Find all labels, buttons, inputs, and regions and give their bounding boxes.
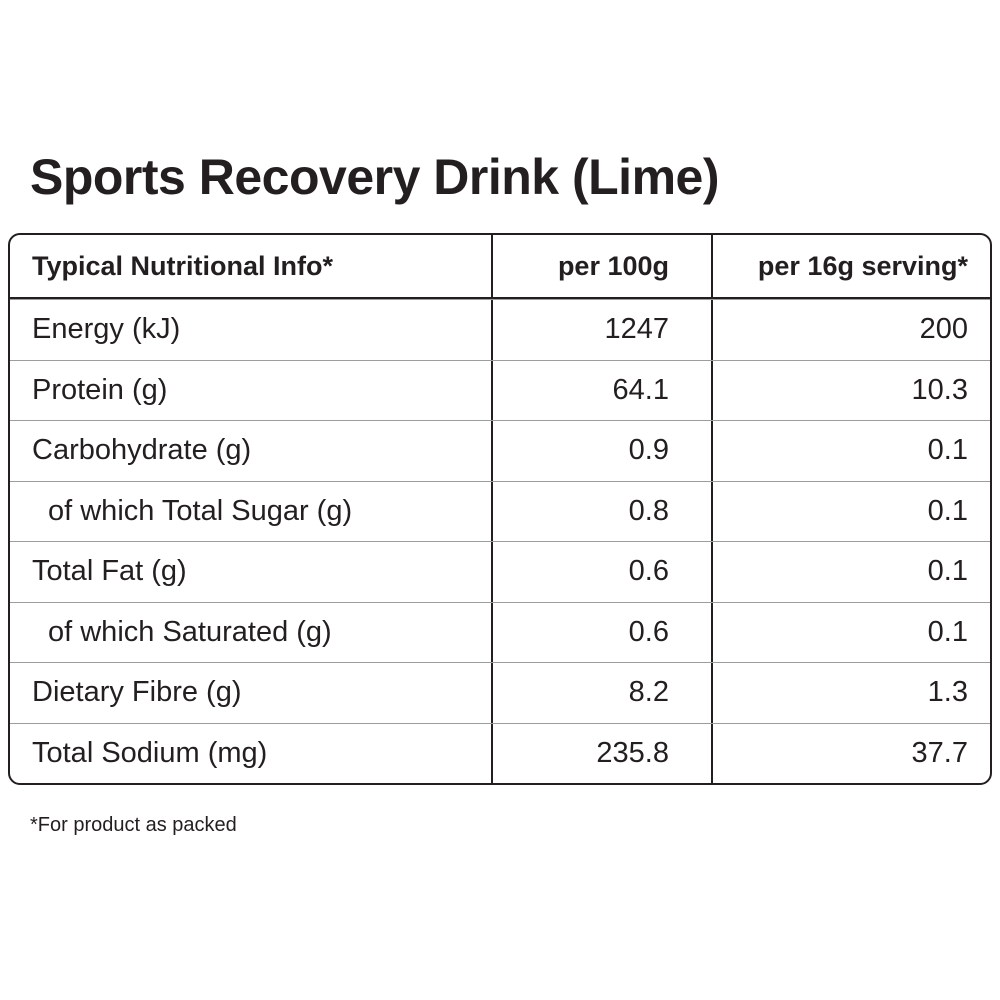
value-per-serving: 1.3 — [927, 676, 968, 709]
footnote: *For product as packed — [30, 814, 237, 836]
value-per-100g: 0.6 — [493, 602, 713, 662]
nutrient-label: Total Fat (g) — [10, 542, 493, 602]
value-per-100g: 0.8 — [493, 481, 713, 541]
nutrient-label: Total Sodium (mg) — [10, 723, 493, 783]
nutrient-label: Dietary Fibre (g) — [10, 663, 493, 723]
value-per-100g: 235.8 — [493, 723, 713, 783]
table-row: Total Fat (g) 0.6 0.1 — [10, 541, 990, 602]
value-per-100g: 1247 — [493, 300, 713, 360]
table-row: Energy (kJ) 1247 200 — [10, 299, 990, 360]
table-row: of which Total Sugar (g) 0.8 0.1 — [10, 480, 990, 541]
header-per-100g: per 100g — [493, 235, 713, 297]
value-per-serving: 0.1 — [927, 434, 968, 467]
value-per-100g: 8.2 — [493, 663, 713, 723]
nutrient-label: of which Saturated (g) — [10, 602, 493, 662]
table-header-row: Typical Nutritional Info* per 100g per 1… — [10, 235, 990, 299]
value-per-serving: 200 — [919, 313, 968, 346]
nutrient-label: of which Total Sugar (g) — [10, 481, 493, 541]
table-row: Carbohydrate (g) 0.9 0.1 — [10, 420, 990, 481]
page-title: Sports Recovery Drink (Lime) — [30, 149, 719, 205]
header-per-serving: per 16g serving* — [757, 250, 968, 281]
value-per-100g: 64.1 — [493, 360, 713, 420]
nutrient-label: Energy (kJ) — [10, 300, 493, 360]
value-per-100g: 0.6 — [493, 542, 713, 602]
header-nutrient: Typical Nutritional Info* — [10, 235, 493, 297]
table-row: Total Sodium (mg) 235.8 37.7 — [10, 722, 990, 783]
nutrient-label: Carbohydrate (g) — [10, 421, 493, 481]
value-per-serving: 0.1 — [927, 615, 968, 648]
value-per-100g: 0.9 — [493, 421, 713, 481]
table-row: Dietary Fibre (g) 8.2 1.3 — [10, 662, 990, 723]
table-row: Protein (g) 64.1 10.3 — [10, 359, 990, 420]
nutrient-label: Protein (g) — [10, 360, 493, 420]
value-per-serving: 10.3 — [911, 373, 968, 406]
value-per-serving: 37.7 — [911, 736, 968, 769]
value-per-serving: 0.1 — [927, 494, 968, 527]
nutrition-table: Typical Nutritional Info* per 100g per 1… — [8, 233, 992, 785]
value-per-serving: 0.1 — [927, 555, 968, 588]
table-row: of which Saturated (g) 0.6 0.1 — [10, 601, 990, 662]
